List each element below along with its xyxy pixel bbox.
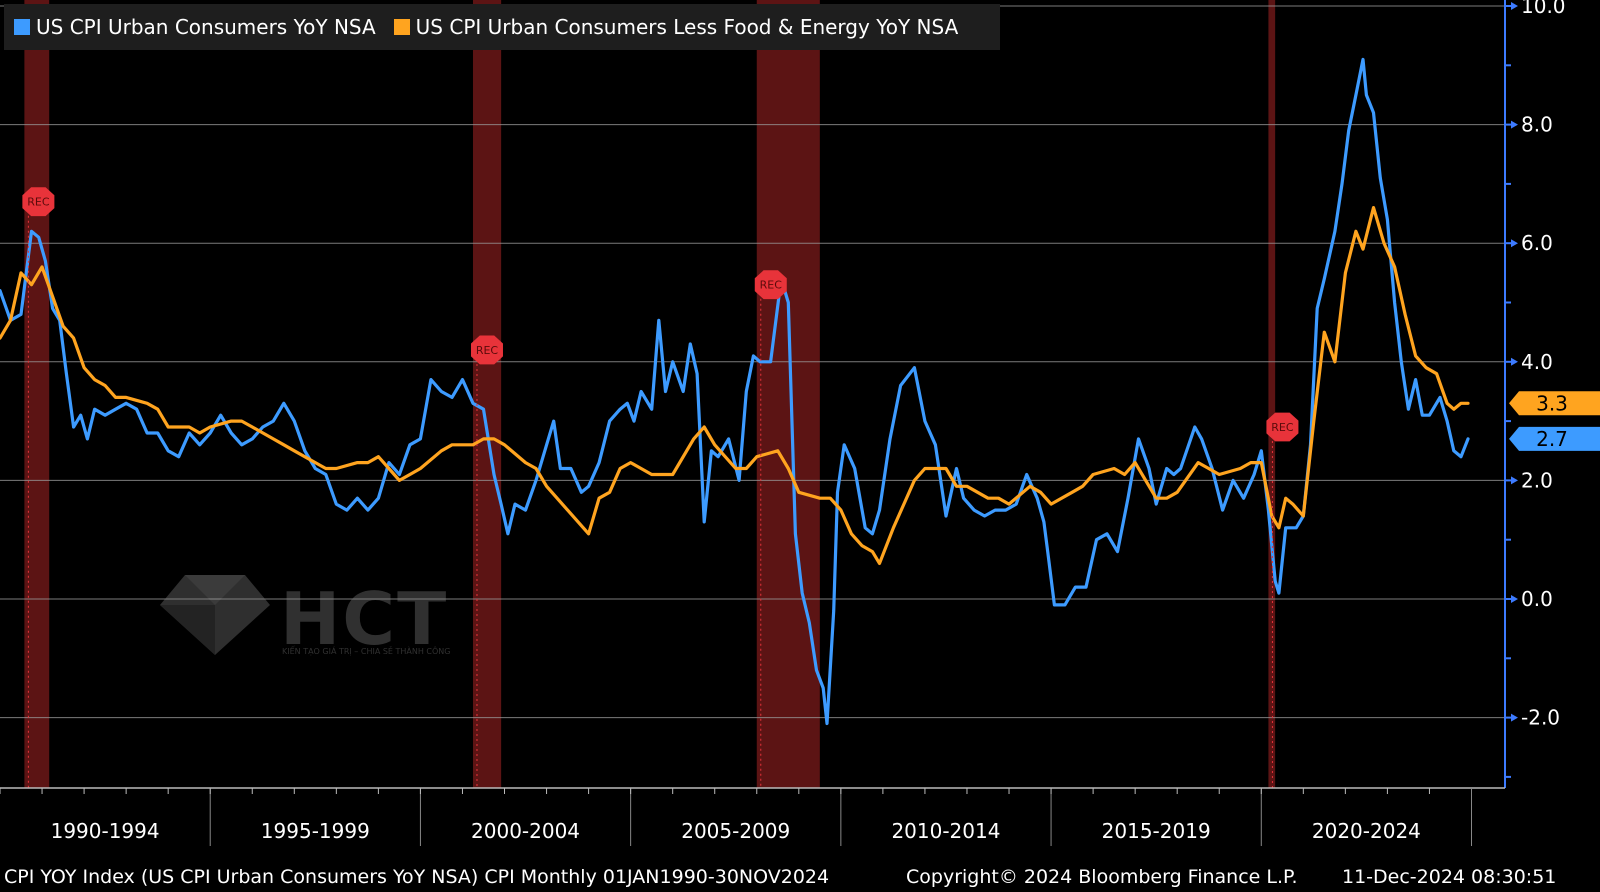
hct-logo-icon: [160, 575, 270, 655]
watermark-subtext: KIẾN TẠO GIÁ TRỊ – CHIA SẺ THÀNH CÔNG: [282, 647, 451, 656]
footer-copyright: Copyright© 2024 Bloomberg Finance L.P.: [906, 866, 1298, 888]
x-tick-label: 2000-2004: [471, 819, 580, 843]
recession-band: [472, 0, 502, 788]
recession-marker: [1266, 412, 1299, 442]
recession-marker: [22, 187, 55, 217]
recession-marker-label: REC: [1271, 421, 1294, 434]
recession-marker: [754, 270, 787, 300]
y-tick-label: 2.0: [1521, 468, 1553, 492]
y-tick-label: 6.0: [1521, 231, 1553, 255]
recession-band: [756, 0, 820, 788]
gridlines: [0, 5, 1505, 719]
recession-bands: [24, 0, 1276, 788]
y-tick-label: 4.0: [1521, 350, 1553, 374]
series-line-core-cpi: [0, 206, 1470, 565]
y-tick-label: -2.0: [1521, 706, 1560, 730]
hct-watermark: HCT KIẾN TẠO GIÁ TRỊ – CHIA SẺ THÀNH CÔN…: [160, 575, 460, 665]
legend-swatch-core-cpi: [393, 19, 410, 35]
y-tick-label: 8.0: [1521, 113, 1553, 137]
legend-item-cpi[interactable]: US CPI Urban Consumers YoY NSA: [14, 15, 376, 39]
last-value-label: 2.7: [1536, 427, 1568, 451]
recession-marker-label: REC: [476, 344, 499, 357]
recession-marker-label: REC: [760, 279, 783, 292]
last-value-badge: [1509, 426, 1600, 451]
last-value-label: 3.3: [1536, 391, 1568, 415]
y-tick-label: 10.0: [1521, 0, 1566, 18]
recession-band: [1268, 0, 1276, 788]
y-tick-arrow: [1511, 2, 1518, 10]
y-tick-arrow: [1511, 357, 1518, 366]
legend-item-core-cpi[interactable]: US CPI Urban Consumers Less Food & Energ…: [393, 15, 959, 39]
x-tick-label: 2015-2019: [1102, 819, 1211, 843]
x-tick-label: 1995-1999: [261, 819, 370, 843]
y-tick-arrow: [1511, 239, 1518, 248]
footer: CPI YOY Index (US CPI Urban Consumers Yo…: [0, 862, 1600, 892]
last-value-badge: [1509, 391, 1600, 416]
y-tick-arrow: [1511, 595, 1518, 603]
axes: -2.0 0.0 2.0 4.0 6.0 8.0 10.0 1990-1994 1995-199…: [0, 0, 1566, 846]
recession-marker-label: REC: [27, 196, 50, 209]
recession-marker: [470, 335, 503, 365]
x-tick-label: 2005-2009: [681, 819, 790, 843]
y-tick-arrow: [1511, 476, 1518, 485]
last-value-labels: 3.3 2.7: [1509, 391, 1600, 451]
legend-label-core-cpi: US CPI Urban Consumers Less Food & Energ…: [415, 15, 959, 39]
footer-timestamp: 11-Dec-2024 08:30:51: [1342, 866, 1557, 888]
legend-swatch-cpi: [14, 19, 30, 35]
x-tick-label: 2010-2014: [891, 819, 1000, 843]
x-tick-label: 2020-2024: [1312, 819, 1421, 843]
y-tick-arrow: [1511, 120, 1518, 129]
series-lines: [0, 57, 1470, 726]
recession-band: [24, 0, 50, 788]
footer-index-text: CPI YOY Index (US CPI Urban Consumers Yo…: [4, 866, 830, 888]
legend: US CPI Urban Consumers YoY NSA US CPI Ur…: [4, 4, 1000, 50]
x-tick-label: 1990-1994: [51, 819, 160, 843]
cpi-chart: REC REC REC REC -2.0 0.0 2.0 4.0 6.0 8.0 10.0 1990…: [0, 0, 1600, 846]
legend-label-cpi: US CPI Urban Consumers YoY NSA: [36, 15, 376, 39]
watermark-text: HCT: [280, 577, 449, 661]
y-tick-arrow: [1511, 713, 1518, 722]
recession-markers: REC REC REC REC: [22, 187, 1299, 788]
y-tick-label: 0.0: [1521, 587, 1553, 611]
